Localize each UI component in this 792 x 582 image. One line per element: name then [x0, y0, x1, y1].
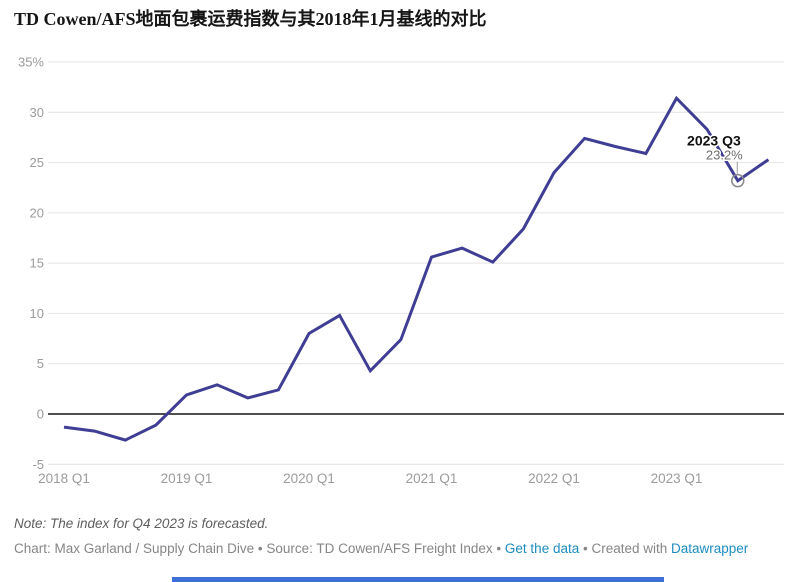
x-tick-label: 2023 Q1	[651, 471, 703, 486]
freight-index-line	[63, 95, 770, 442]
y-tick-label: -5	[32, 457, 44, 472]
gridlines	[48, 61, 784, 465]
x-axis-labels: 2018 Q1 2019 Q1 2020 Q1 2021 Q1 2022 Q1 2023 …	[38, 471, 702, 486]
y-axis-labels: 35% 30 25 20 15 10 5 0 -5	[18, 55, 44, 472]
y-tick-label: 20	[30, 205, 44, 220]
chart-footer: Note: The index for Q4 2023 is forecaste…	[14, 514, 756, 560]
credit-text: Chart: Max Garland / Supply Chain Dive •…	[14, 541, 505, 557]
y-tick-label: 35%	[18, 55, 44, 70]
bottom-scrollbar[interactable]	[172, 577, 664, 582]
y-tick-label: 10	[30, 306, 44, 321]
x-tick-label: 2022 Q1	[528, 471, 580, 486]
x-tick-label: 2021 Q1	[406, 471, 458, 486]
annotation-label: 2023 Q3	[687, 133, 741, 149]
footer-credit: Chart: Max Garland / Supply Chain Dive •…	[14, 539, 756, 559]
x-tick-label: 2018 Q1	[38, 471, 90, 486]
annotation-value: 23.2%	[706, 148, 743, 163]
annotated-point-marker	[731, 173, 745, 188]
datawrapper-link[interactable]: Datawrapper	[671, 541, 749, 557]
y-tick-label: 5	[37, 356, 44, 371]
x-tick-label: 2019 Q1	[161, 471, 213, 486]
y-tick-label: 30	[30, 105, 44, 120]
y-tick-label: 15	[30, 256, 44, 271]
footer-note: Note: The index for Q4 2023 is forecaste…	[14, 516, 269, 531]
chart-title: TD Cowen/AFS地面包裹运费指数与其2018年1月基线的对比	[14, 9, 487, 29]
y-tick-label: 0	[37, 407, 44, 422]
credit-text-mid: • Created with	[579, 541, 671, 557]
x-tick-label: 2020 Q1	[283, 471, 335, 486]
y-tick-label: 25	[30, 155, 44, 170]
get-the-data-link[interactable]: Get the data	[504, 541, 580, 557]
